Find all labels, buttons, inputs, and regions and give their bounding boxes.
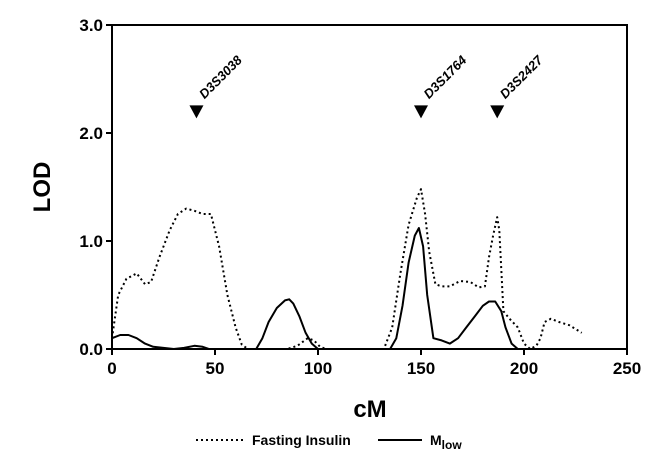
x-tick-label-2: 100 <box>304 359 332 378</box>
marker-label-d3s1764: D3S1764 <box>421 52 470 101</box>
series-line-fasting-insulin <box>111 188 583 350</box>
legend-label-m-low-subscript: low <box>442 438 463 452</box>
y-tick-label-2: 2.0 <box>79 124 103 143</box>
legend-label-m-low: Mlow <box>430 432 462 452</box>
x-tick-label-5: 250 <box>613 359 641 378</box>
series-layer <box>111 188 583 350</box>
legend-label-m-low-main: M <box>430 432 442 448</box>
marker-label-d3s2427: D3S2427 <box>497 52 546 101</box>
y-tick-label-3: 3.0 <box>79 16 103 35</box>
markers-layer: D3S3038 D3S1764 D3S2427 <box>189 52 546 119</box>
axes: 0 50 100 150 200 250 0.0 1.0 2.0 3.0 <box>79 16 641 378</box>
x-tick-label-0: 0 <box>107 359 116 378</box>
y-tick-label-0: 0.0 <box>79 340 103 359</box>
marker-label-d3s3038: D3S3038 <box>196 52 245 101</box>
x-tick-label-4: 200 <box>510 359 538 378</box>
x-tick-label-3: 150 <box>407 359 435 378</box>
marker-triangle-d3s3038 <box>189 105 204 119</box>
y-tick-label-1: 1.0 <box>79 232 103 251</box>
y-axis-title: LOD <box>29 162 56 213</box>
marker-triangle-d3s2427 <box>490 105 505 119</box>
plot-frame <box>111 24 628 350</box>
legend: Fasting Insulin Mlow <box>196 432 462 452</box>
series-line-mlow <box>111 227 549 350</box>
x-axis-title: cM <box>353 396 386 423</box>
marker-triangle-d3s1764 <box>414 105 428 119</box>
legend-label-fasting-insulin: Fasting Insulin <box>252 432 351 448</box>
x-tick-label-1: 50 <box>206 359 225 378</box>
